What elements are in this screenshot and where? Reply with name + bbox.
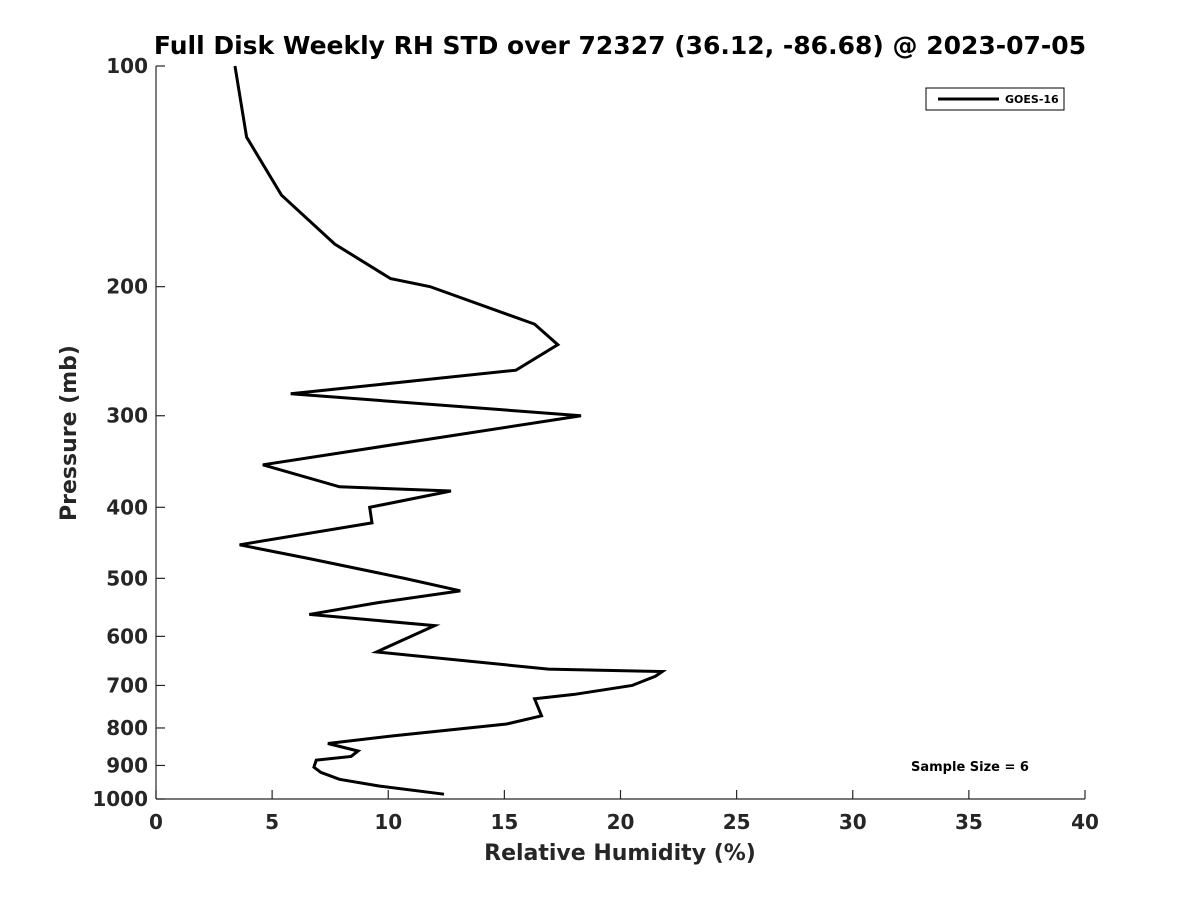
plot-frame (155, 66, 1085, 800)
x-tick-label: 40 (1071, 810, 1099, 834)
x-axis-label: Relative Humidity (%) (484, 841, 756, 866)
x-axis-ticks: 0 5 10 15 20 25 30 35 40 (149, 790, 1099, 834)
y-tick-label: 300 (106, 404, 148, 428)
y-tick-label: 500 (106, 566, 148, 590)
y-axis-ticks: 100 200 300 400 500 600 700 800 900 1000 (92, 54, 165, 811)
x-tick-label: 0 (149, 810, 163, 834)
y-tick-label: 600 (106, 624, 148, 648)
y-axis-label: Pressure (mb) (57, 345, 82, 521)
series-line-goes-16 (233, 65, 668, 796)
x-tick-label: 35 (955, 810, 983, 834)
y-tick-label: 1000 (92, 787, 148, 811)
y-tick-label: 800 (106, 716, 148, 740)
x-tick-label: 25 (723, 810, 751, 834)
x-tick-label: 30 (839, 810, 867, 834)
y-tick-label: 100 (106, 54, 148, 78)
x-tick-label: 5 (265, 810, 279, 834)
y-tick-label: 900 (106, 753, 148, 777)
chart-title: Full Disk Weekly RH STD over 72327 (36.1… (154, 31, 1086, 60)
y-tick-label: 400 (106, 495, 148, 519)
x-tick-label: 20 (607, 810, 635, 834)
y-tick-label: 200 (106, 275, 148, 299)
legend-label-goes-16: GOES-16 (1005, 93, 1059, 106)
x-tick-label: 10 (374, 810, 402, 834)
x-tick-label: 15 (490, 810, 518, 834)
sample-size-annotation: Sample Size = 6 (911, 760, 1029, 775)
y-tick-label: 700 (106, 673, 148, 697)
series-layer (233, 65, 668, 796)
legend: GOES-16 (925, 87, 1065, 111)
